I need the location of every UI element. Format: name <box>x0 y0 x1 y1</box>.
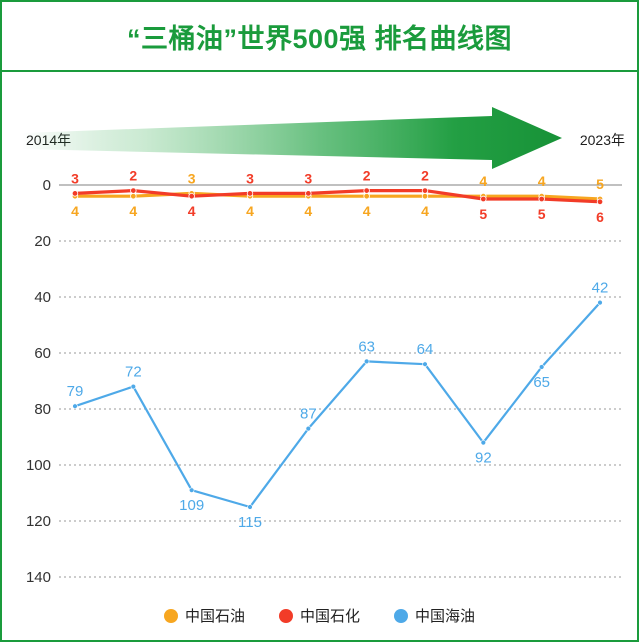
gridlines <box>59 184 622 578</box>
data-value-label: 64 <box>417 341 434 358</box>
data-value-label: 2 <box>363 168 371 184</box>
data-value-label: 3 <box>188 170 196 186</box>
y-tick-label: 120 <box>26 513 51 530</box>
data-value-label: 5 <box>479 206 487 222</box>
data-point[interactable] <box>247 504 253 510</box>
data-value-label: 2 <box>421 168 429 184</box>
data-value-label: 4 <box>188 203 196 219</box>
series-line <box>73 301 602 509</box>
data-point[interactable] <box>72 403 78 409</box>
data-value-label: 4 <box>479 173 487 189</box>
data-point[interactable] <box>363 192 370 200</box>
legend-swatch-cnooc <box>394 608 408 623</box>
chart-legend: 中国石油 中国石化 中国海油 <box>2 605 637 626</box>
data-value-label: 109 <box>179 497 204 514</box>
data-point[interactable] <box>596 198 604 205</box>
data-point[interactable] <box>130 187 137 194</box>
data-value-label: 4 <box>304 203 312 219</box>
data-point[interactable] <box>538 364 545 370</box>
data-value-label: 115 <box>238 514 262 531</box>
data-value-label: 3 <box>71 170 79 186</box>
data-value-label: 4 <box>363 203 371 219</box>
data-point[interactable] <box>480 439 487 446</box>
data-value-label: 5 <box>538 206 546 222</box>
data-value-label: 87 <box>300 406 317 423</box>
legend-label-sinopec: 中国石化 <box>299 608 360 625</box>
data-value-label: 4 <box>129 203 137 219</box>
data-value-label: 6 <box>596 209 604 225</box>
legend-swatch-cnpc <box>163 608 178 623</box>
y-tick-label: 40 <box>34 289 51 306</box>
data-point[interactable] <box>538 195 545 203</box>
data-point[interactable] <box>363 358 370 365</box>
data-value-label: 42 <box>592 280 609 297</box>
legend-item-2[interactable]: 中国海油 <box>394 605 475 626</box>
timeline-band: 2014年 2023年 <box>2 106 637 170</box>
y-tick-label: 80 <box>34 401 51 418</box>
data-point[interactable] <box>422 361 428 367</box>
data-value-label: 4 <box>71 203 79 219</box>
legend-item-1[interactable]: 中国石化 <box>278 605 360 626</box>
data-point[interactable] <box>305 425 312 432</box>
data-point[interactable] <box>421 192 429 200</box>
data-value-label: 92 <box>475 450 492 467</box>
legend-label-cnpc: 中国石油 <box>184 608 245 625</box>
data-point[interactable] <box>305 190 312 197</box>
data-point[interactable] <box>188 487 195 493</box>
data-point[interactable] <box>597 299 603 306</box>
data-value-label: 2 <box>129 168 137 184</box>
page-title: “三桶油”世界500强 排名曲线图 <box>126 23 513 54</box>
data-point[interactable] <box>246 190 254 197</box>
data-point[interactable] <box>188 192 195 200</box>
timeline-end-year: 2023年 <box>579 132 625 148</box>
legend-label-cnooc: 中国海油 <box>415 608 476 625</box>
data-value-label: 4 <box>538 173 546 189</box>
legend-item-0[interactable]: 中国石油 <box>163 605 245 626</box>
data-value-label: 3 <box>246 170 254 186</box>
y-axis-tick-labels: 0 20 40 60 80 100 120 140 <box>26 177 51 586</box>
y-tick-label: 60 <box>34 345 51 362</box>
data-point[interactable] <box>130 383 137 390</box>
title-bar: “三桶油”世界500强 排名曲线图 <box>2 2 637 72</box>
legend-swatch-sinopec <box>278 608 293 623</box>
data-value-label: 79 <box>67 383 84 400</box>
y-tick-label: 100 <box>26 457 51 474</box>
data-point[interactable] <box>130 192 137 200</box>
data-value-label: 63 <box>358 338 375 355</box>
timeline-arrow-icon <box>22 107 562 169</box>
y-tick-label: 0 <box>43 177 51 194</box>
series-layer <box>71 187 604 510</box>
data-point[interactable] <box>363 187 370 194</box>
data-point[interactable] <box>480 195 487 203</box>
series-line <box>73 189 602 204</box>
data-point[interactable] <box>421 187 429 194</box>
data-value-label: 5 <box>596 176 604 192</box>
data-value-label: 65 <box>533 374 550 391</box>
data-value-label: 4 <box>421 203 429 219</box>
y-tick-label: 140 <box>26 569 51 586</box>
y-tick-label: 20 <box>34 233 51 250</box>
data-value-label: 3 <box>304 170 312 186</box>
data-value-label: 4 <box>246 203 254 219</box>
data-point[interactable] <box>71 190 79 197</box>
data-value-label: 72 <box>125 364 142 381</box>
